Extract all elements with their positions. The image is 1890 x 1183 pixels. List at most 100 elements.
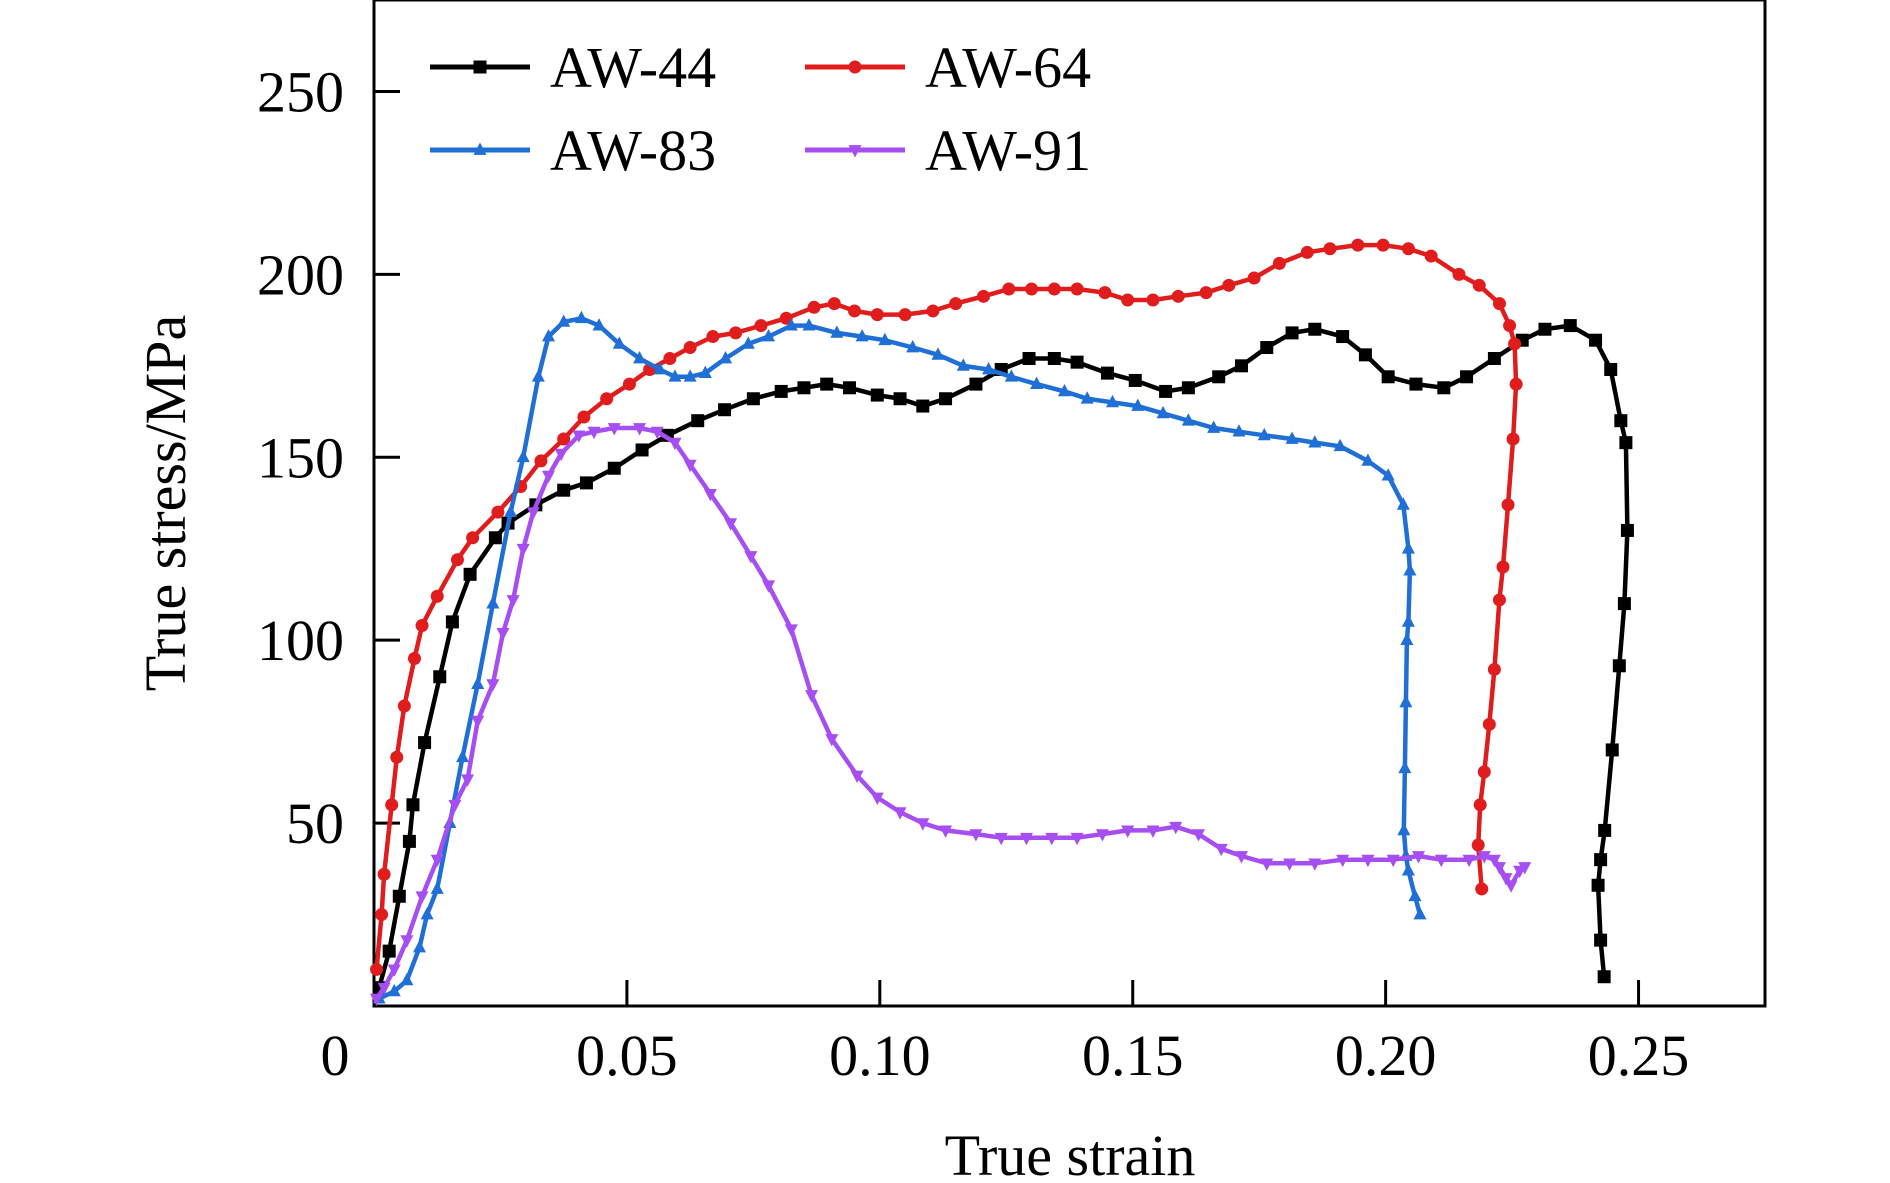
point-aw-64-45 [1300,245,1314,259]
point-aw-44-14 [607,461,621,475]
legend-marker-aw-83 [473,142,487,155]
legend-label-aw-91: AW-91 [925,118,1091,183]
point-aw-44-36 [1181,381,1195,395]
point-aw-44-17 [691,414,705,428]
point-aw-91-46 [1234,851,1248,864]
point-aw-91-15 [554,448,568,462]
point-aw-83-4 [420,907,434,920]
point-aw-64-9 [450,553,464,567]
point-aw-64-41 [1199,286,1213,300]
point-aw-83-60 [1401,863,1415,876]
point-aw-64-29 [898,308,912,322]
point-aw-44-47 [1460,370,1474,384]
x-tick-label-0-05: 0.05 [576,1023,678,1088]
point-aw-44-63 [1594,933,1608,947]
point-aw-44-13 [579,476,593,490]
point-aw-83-17 [612,336,626,349]
point-aw-44-24 [870,388,884,402]
point-aw-91-9 [486,679,500,692]
x-tick-label-0-15: 0.15 [1082,1023,1184,1088]
point-aw-91-1 [377,982,391,996]
point-aw-44-23 [842,381,856,395]
point-aw-64-26 [827,297,841,311]
point-aw-44-61 [1594,853,1608,867]
point-aw-83-27 [802,318,816,331]
point-aw-91-34 [939,825,953,838]
point-aw-91-44 [1191,829,1205,842]
point-aw-64-58 [1501,498,1515,512]
point-aw-64-43 [1247,271,1261,285]
point-aw-83-32 [931,347,945,360]
point-aw-91-48 [1283,858,1297,871]
point-aw-44-8 [463,567,477,581]
point-aw-91-4 [415,891,429,904]
point-aw-91-33 [916,818,930,831]
point-aw-44-45 [1409,377,1423,391]
point-aw-64-10 [466,531,480,545]
point-aw-64-23 [754,319,768,333]
point-aw-91-0 [370,993,384,1007]
point-aw-44-43 [1358,348,1372,362]
point-aw-64-3 [385,798,399,812]
point-aw-91-19 [633,423,647,436]
point-aw-44-7 [445,615,459,629]
series-aw-64 [370,238,1523,976]
x-tick-label-0-1: 0.10 [829,1023,931,1088]
point-aw-91-57 [1487,854,1501,868]
point-aw-83-41 [1156,405,1170,419]
point-aw-83-61 [1408,888,1422,902]
series-line-aw-44 [376,323,1630,990]
legend-marker-aw-91 [848,145,862,158]
point-aw-91-42 [1146,825,1160,838]
point-aw-64-52 [1472,278,1486,292]
point-aw-44-52 [1589,333,1603,347]
point-aw-64-37 [1098,286,1112,300]
point-aw-44-58 [1612,659,1626,673]
point-aw-64-35 [1047,282,1061,296]
point-aw-64-8 [430,589,444,603]
point-aw-83-36 [1030,376,1044,389]
point-aw-83-20 [668,369,682,382]
point-aw-91-41 [1121,825,1135,838]
point-aw-44-38 [1234,359,1248,373]
point-aw-83-29 [855,329,869,342]
point-aw-83-10 [504,504,518,518]
x-tick-label-0-2: 0.20 [1335,1023,1437,1088]
point-aw-83-34 [982,362,996,375]
point-aw-91-24 [724,518,738,531]
point-aw-91-12 [516,543,530,557]
legend-item-aw-44: AW-44 [430,35,716,100]
point-aw-91-47 [1260,858,1274,871]
point-aw-83-55 [1400,632,1414,646]
point-aw-91-7 [461,774,475,787]
point-aw-64-40 [1171,289,1185,303]
point-aw-64-31 [949,297,963,311]
point-aw-44-37 [1212,370,1226,384]
point-aw-64-16 [600,392,614,406]
point-aw-83-28 [830,325,844,338]
point-aw-83-7 [456,749,470,763]
point-aw-91-37 [1020,832,1034,846]
point-aw-83-44 [1232,424,1246,437]
point-aw-44-44 [1381,370,1395,384]
point-aw-64-24 [779,311,793,325]
point-aw-83-15 [574,310,588,324]
point-aw-83-45 [1257,427,1271,441]
point-aw-64-42 [1222,278,1236,292]
point-aw-83-39 [1105,394,1119,408]
point-aw-64-65 [1471,838,1485,852]
point-aw-64-33 [1002,282,1016,296]
point-aw-91-8 [471,715,485,729]
legend-item-aw-64: AW-64 [805,35,1091,100]
point-aw-64-38 [1121,293,1135,307]
point-aw-91-23 [703,488,717,502]
point-aw-91-20 [650,426,664,440]
point-aw-44-64 [1597,970,1611,984]
point-aw-91-51 [1361,854,1375,868]
point-aw-91-26 [762,580,776,593]
point-aw-83-18 [633,351,647,364]
point-aw-64-21 [706,330,720,344]
point-aw-44-6 [433,670,447,684]
legend-item-aw-83: AW-83 [430,118,716,183]
